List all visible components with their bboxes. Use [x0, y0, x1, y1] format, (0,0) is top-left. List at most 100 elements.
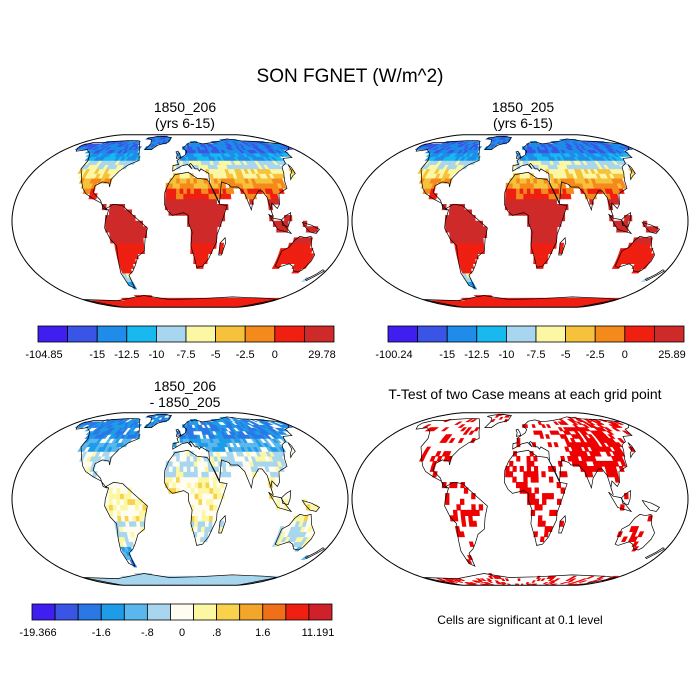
map-cell	[194, 493, 199, 500]
colorbar-box	[505, 325, 537, 343]
panel-3-title-line1: 1850_206	[153, 378, 217, 394]
map-cell	[197, 242, 203, 249]
map-cell	[614, 442, 623, 448]
map-cell	[516, 583, 519, 586]
map-cell	[512, 465, 517, 472]
map-cell	[549, 231, 554, 238]
map-cell	[549, 209, 554, 216]
map-cell	[198, 493, 203, 500]
map-cell	[120, 504, 125, 511]
map-cell	[105, 220, 110, 227]
map-cell	[198, 504, 203, 511]
map-cell	[519, 465, 524, 472]
map-cell	[456, 215, 461, 222]
map-cell	[209, 498, 214, 505]
map-cell	[209, 493, 214, 500]
coastline-eurasia	[172, 416, 293, 495]
map-cell	[534, 231, 539, 238]
map-cell	[179, 465, 184, 472]
map-cell	[475, 146, 483, 150]
figure-title: SON FGNET (W/m^2)	[256, 66, 444, 87]
map-cell	[548, 476, 554, 483]
map-cell	[459, 531, 465, 538]
map-cell	[187, 493, 192, 500]
map-cell	[456, 209, 461, 216]
map-cell	[541, 226, 547, 233]
map-cell	[512, 177, 517, 184]
map-cell	[190, 465, 195, 472]
map-cell	[512, 204, 517, 211]
map-cell	[127, 226, 133, 233]
map-cell	[205, 504, 211, 511]
map-cell	[527, 487, 532, 494]
map-cell	[190, 460, 195, 467]
map-cell	[538, 226, 543, 233]
map-panel-2	[351, 134, 689, 308]
map-cell	[142, 226, 147, 233]
map-cell	[193, 465, 199, 472]
map-cell	[526, 177, 531, 184]
map-cell	[542, 498, 547, 505]
map-cell	[176, 465, 181, 472]
map-cell	[194, 509, 199, 516]
map-cell	[432, 471, 438, 478]
map-cell	[478, 226, 484, 233]
map-cell	[527, 215, 532, 222]
map-cell	[617, 438, 626, 443]
map-cell	[116, 220, 121, 227]
map-cell	[194, 226, 199, 233]
map-cell	[176, 460, 181, 467]
map-cell	[478, 231, 484, 238]
map-cell	[530, 493, 536, 500]
colorbar-box	[216, 603, 241, 621]
map-cell	[454, 421, 463, 425]
map-cell	[213, 487, 218, 494]
map-cell	[463, 220, 469, 227]
map-cell	[453, 515, 459, 522]
map-cell	[448, 215, 454, 222]
colorbar-panel-1: -104.85 -15 -12.5 -10 -7.5 -5 -2.5 0 29.78	[25, 325, 336, 361]
map-cell	[581, 424, 590, 428]
map-cell	[530, 182, 535, 189]
map-cell	[142, 504, 147, 511]
map-cell	[530, 193, 535, 200]
map-cell	[168, 193, 174, 200]
map-cell	[205, 231, 211, 238]
map-cell	[179, 198, 184, 205]
map-cell	[605, 451, 612, 457]
map-cell	[201, 509, 207, 516]
map-cell	[138, 231, 144, 238]
map-cell	[190, 209, 196, 216]
map-cell	[526, 173, 531, 179]
map-cell	[186, 460, 191, 467]
map-cell	[164, 198, 170, 205]
map-cell	[116, 487, 121, 494]
map-cell	[504, 198, 510, 205]
map-cell	[548, 198, 554, 205]
map-cell	[429, 427, 440, 432]
coastline-japan	[627, 442, 636, 459]
map-cell	[605, 430, 615, 435]
colorbar-tick-label: -15	[439, 349, 455, 361]
map-cell	[194, 242, 199, 249]
map-cell	[475, 578, 483, 582]
map-cell	[123, 498, 129, 505]
map-cell	[423, 446, 432, 452]
map-cell	[534, 193, 539, 200]
map-cell	[221, 460, 227, 467]
map-cell	[186, 471, 192, 478]
map-cell	[482, 226, 487, 233]
map-cell	[207, 248, 213, 255]
colorbar-box	[215, 325, 246, 343]
map-cell	[527, 209, 532, 216]
coastline-japan	[287, 164, 296, 181]
map-cell	[183, 204, 188, 211]
map-cell	[112, 487, 118, 494]
map-cell	[456, 504, 461, 511]
colorbar-box	[624, 325, 655, 343]
map-cell	[183, 460, 188, 467]
map-cell	[630, 531, 638, 538]
map-cell	[205, 209, 211, 216]
map-cell	[276, 498, 282, 505]
map-cell	[479, 237, 484, 244]
